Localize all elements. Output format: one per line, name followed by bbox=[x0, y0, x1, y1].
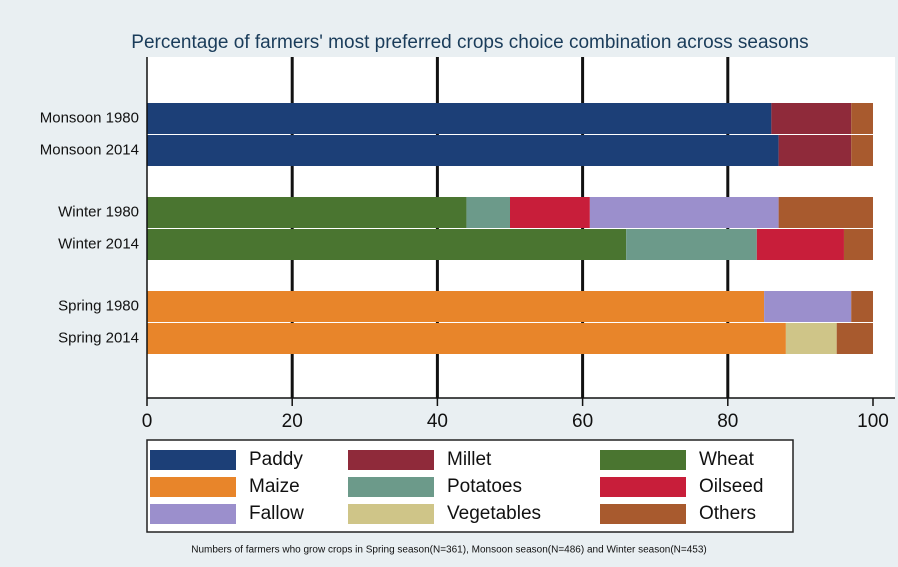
legend-swatch bbox=[600, 450, 686, 470]
bar-segment bbox=[147, 291, 765, 322]
legend-label: Wheat bbox=[699, 449, 755, 470]
bar-segment bbox=[147, 103, 772, 134]
y-tick-label: Monsoon 1980 bbox=[40, 109, 139, 126]
legend-label: Vegetables bbox=[447, 503, 541, 524]
bar-segment bbox=[771, 103, 852, 134]
legend-label: Millet bbox=[447, 449, 492, 470]
legend-label: Oilseed bbox=[699, 476, 763, 497]
bar-segment bbox=[851, 135, 873, 166]
y-tick-label: Winter 2014 bbox=[58, 235, 139, 252]
bar-segment bbox=[785, 323, 837, 354]
legend-label: Others bbox=[699, 503, 756, 524]
legend-swatch bbox=[348, 450, 434, 470]
bar-segment bbox=[756, 229, 844, 260]
bar-segment bbox=[147, 229, 627, 260]
y-tick-label: Monsoon 2014 bbox=[40, 141, 139, 158]
legend-swatch bbox=[150, 504, 236, 524]
bar-segment bbox=[147, 323, 786, 354]
bar-segment bbox=[843, 229, 873, 260]
bar-segment bbox=[836, 323, 873, 354]
bar-segment bbox=[764, 291, 852, 322]
y-tick-label: Winter 1980 bbox=[58, 203, 139, 220]
bar-segment bbox=[147, 135, 779, 166]
x-tick-label: 60 bbox=[572, 411, 593, 432]
bar-segment bbox=[851, 291, 873, 322]
bar-segment bbox=[626, 229, 757, 260]
x-tick-label: 100 bbox=[857, 411, 889, 432]
legend-swatch bbox=[348, 477, 434, 497]
y-tick-label: Spring 2014 bbox=[58, 329, 139, 346]
legend-label: Maize bbox=[249, 476, 300, 497]
footnote: Numbers of farmers who grow crops in Spr… bbox=[191, 545, 707, 556]
legend-swatch bbox=[348, 504, 434, 524]
legend-swatch bbox=[600, 477, 686, 497]
x-tick-label: 40 bbox=[427, 411, 448, 432]
bar-segment bbox=[510, 197, 590, 228]
legend-swatch bbox=[150, 450, 236, 470]
y-tick-label: Spring 1980 bbox=[58, 297, 139, 314]
legend-label: Potatoes bbox=[447, 476, 522, 497]
bar-segment bbox=[466, 197, 510, 228]
bar-segment bbox=[778, 135, 852, 166]
x-tick-label: 20 bbox=[282, 411, 303, 432]
legend-swatch bbox=[150, 477, 236, 497]
legend-swatch bbox=[600, 504, 686, 524]
bar-segment bbox=[851, 103, 873, 134]
chart-title: Percentage of farmers' most preferred cr… bbox=[131, 32, 808, 53]
x-tick-label: 80 bbox=[717, 411, 738, 432]
legend-label: Fallow bbox=[249, 503, 304, 524]
bar-segment bbox=[778, 197, 873, 228]
x-tick-label: 0 bbox=[142, 411, 153, 432]
bar-segment bbox=[589, 197, 779, 228]
bar-segment bbox=[147, 197, 467, 228]
legend-label: Paddy bbox=[249, 449, 303, 470]
